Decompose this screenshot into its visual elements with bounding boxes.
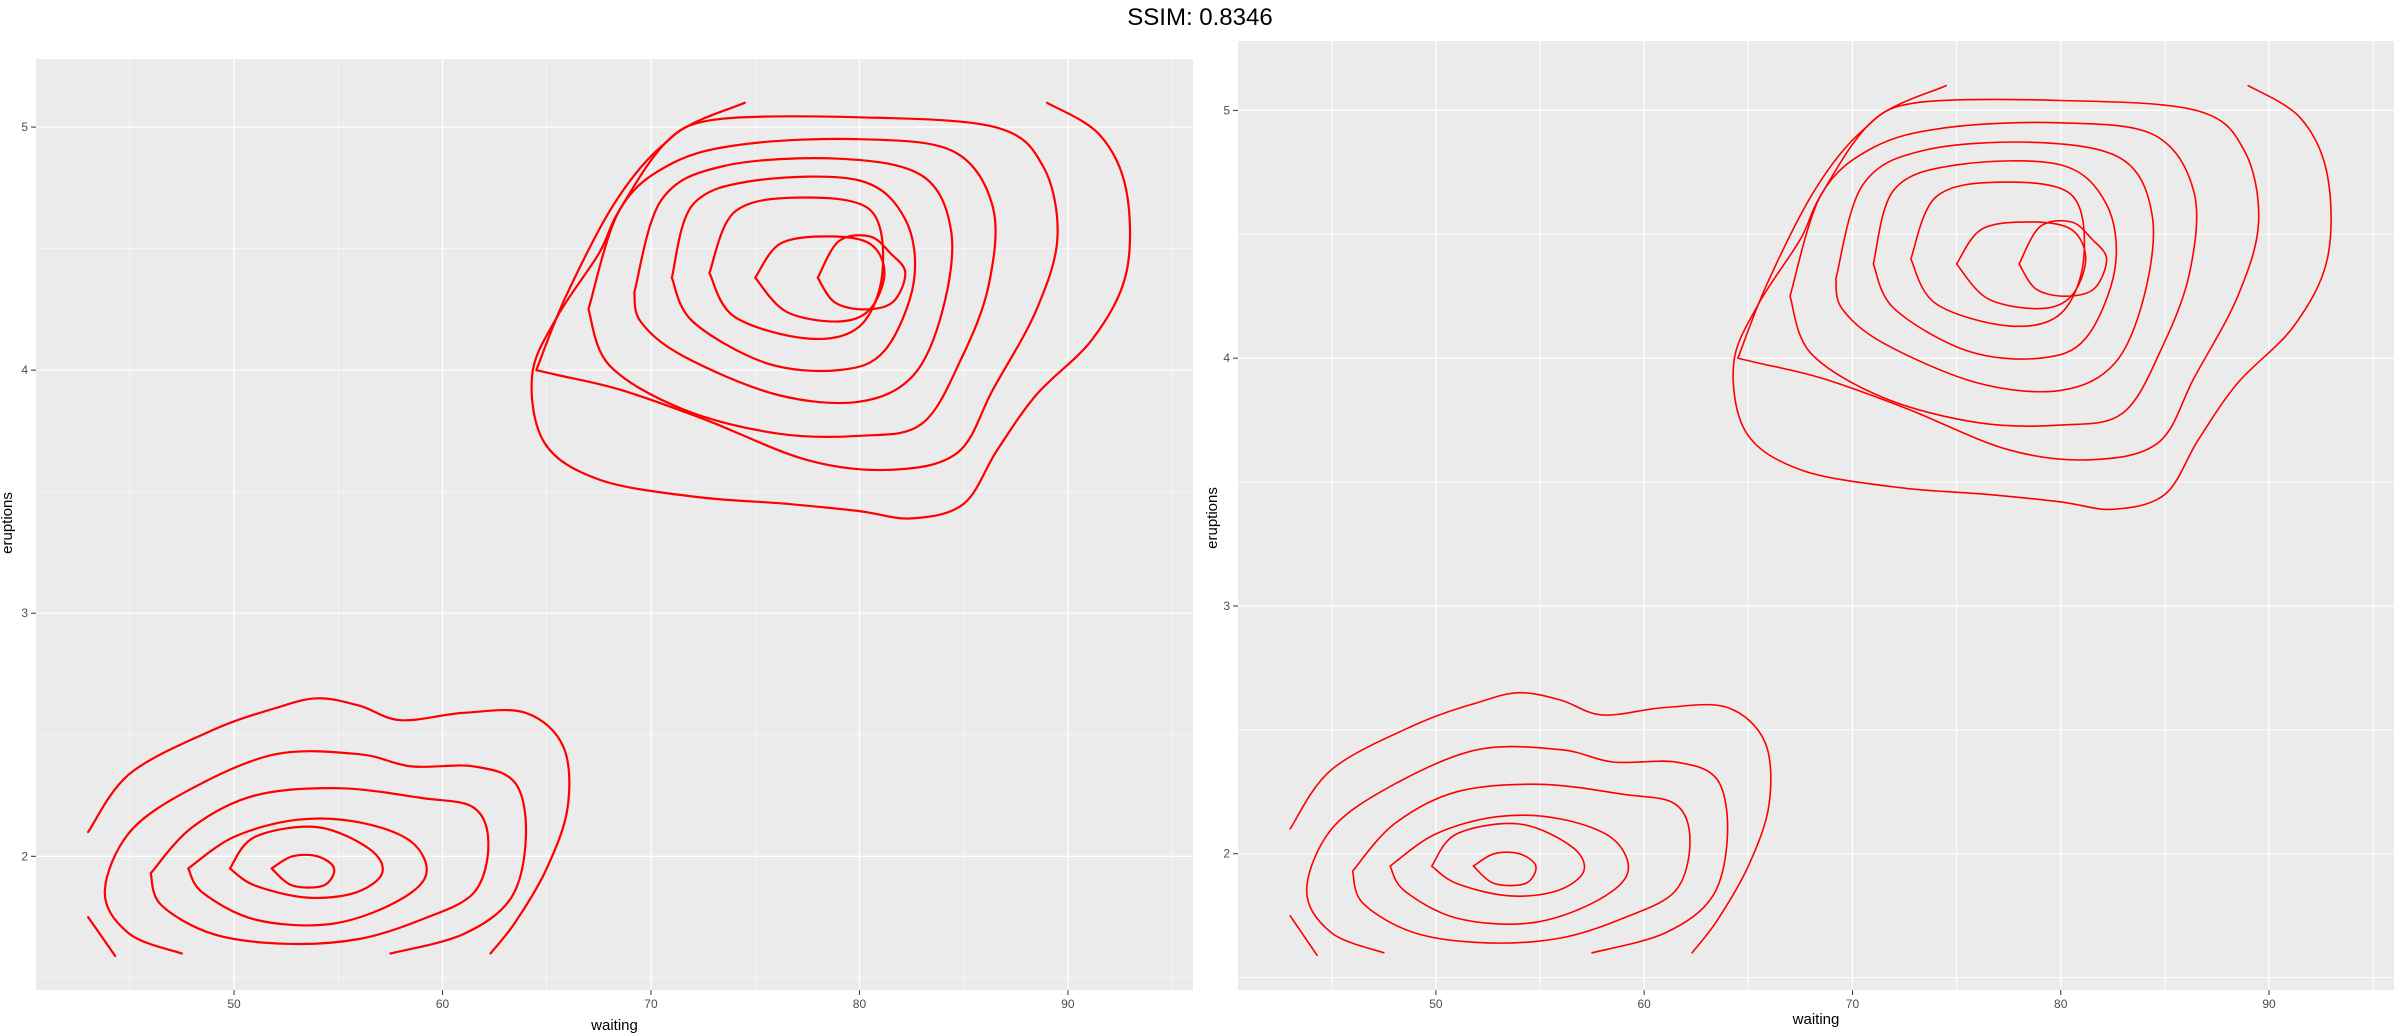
panel-background xyxy=(1238,41,2394,990)
y-axis-label: eruptions xyxy=(1204,487,1221,549)
contour-line xyxy=(587,137,997,439)
y-tick-label: 5 xyxy=(1223,103,1230,117)
contour-line xyxy=(149,787,490,946)
contour-line xyxy=(103,750,528,955)
contour-line xyxy=(754,235,886,323)
contour-line xyxy=(1289,914,1318,957)
x-tick-label: 70 xyxy=(1846,997,1860,1011)
y-tick-label: 5 xyxy=(21,120,28,134)
x-tick-label: 60 xyxy=(1637,997,1651,1011)
contour-line xyxy=(633,157,954,405)
contour-line xyxy=(1305,745,1729,954)
axis-ticks: 50 60 70 80 90 2 3 4 5 xyxy=(21,120,1075,1011)
contour-line xyxy=(1737,98,2260,461)
contour-line xyxy=(1789,121,2198,428)
contour-line xyxy=(1872,160,2118,360)
contour-line xyxy=(1910,181,2086,328)
x-axis-label: waiting xyxy=(590,1017,638,1034)
x-tick-label: 90 xyxy=(2262,997,2276,1011)
contour-line xyxy=(2018,219,2108,297)
x-axis-label: waiting xyxy=(1792,1011,1840,1028)
y-tick-label: 4 xyxy=(1223,351,1230,365)
x-tick-label: 50 xyxy=(1429,997,1443,1011)
contour-line xyxy=(1472,851,1537,887)
contour-line xyxy=(87,916,117,958)
y-tick-label: 4 xyxy=(21,363,28,377)
contour-line xyxy=(1389,814,1630,925)
contour-line xyxy=(270,853,336,889)
contour-line xyxy=(87,697,571,955)
x-tick-label: 50 xyxy=(227,997,241,1011)
y-axis-label: eruptions xyxy=(0,492,16,554)
contour-line xyxy=(1955,221,2087,310)
grid xyxy=(1238,41,2394,990)
x-tick-label: 80 xyxy=(853,997,867,1011)
contour-line xyxy=(1835,141,2155,393)
x-tick-label: 80 xyxy=(2054,997,2068,1011)
axis-ticks: 50 60 70 80 90 2 3 4 5 xyxy=(1223,103,2276,1011)
contour-lines xyxy=(87,101,1132,958)
x-tick-label: 90 xyxy=(1061,997,1075,1011)
contour-line xyxy=(1289,691,1772,954)
y-tick-label: 3 xyxy=(1223,599,1230,613)
contour-line xyxy=(816,234,907,311)
contour-line xyxy=(535,115,1059,472)
page-title: SSIM: 0.8346 xyxy=(1127,4,1273,31)
contour-line xyxy=(1351,783,1691,944)
contour-line xyxy=(187,817,428,927)
grid xyxy=(36,59,1193,990)
contour-line xyxy=(1732,84,2332,511)
y-tick-label: 2 xyxy=(21,849,28,863)
x-tick-label: 70 xyxy=(644,997,658,1011)
panel-background xyxy=(36,59,1193,990)
contour-line xyxy=(708,196,885,341)
contour-line xyxy=(228,825,384,900)
x-tick-label: 60 xyxy=(436,997,450,1011)
contour-line xyxy=(530,101,1132,520)
y-tick-label: 2 xyxy=(1223,847,1230,861)
contour-line xyxy=(1430,822,1586,897)
contour-line xyxy=(670,175,917,373)
y-tick-label: 3 xyxy=(21,606,28,620)
contour-lines xyxy=(1289,84,2332,957)
